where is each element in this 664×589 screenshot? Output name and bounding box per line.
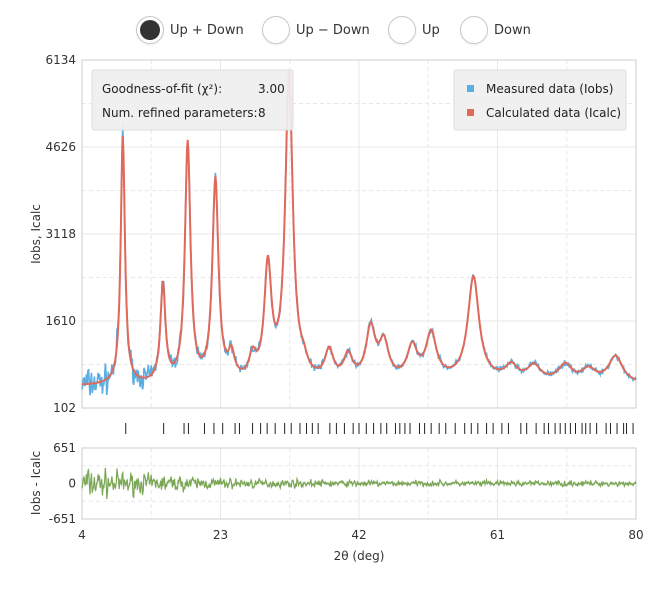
y-tick-label: 6134 — [45, 53, 76, 67]
legend-swatch-calculated — [467, 109, 474, 116]
difference-line — [81, 468, 637, 499]
difference-plot-series — [81, 465, 637, 502]
main-y-axis-title: Iobs, Icalc — [29, 204, 43, 264]
legend: Measured data (Iobs) Calculated data (Ic… — [453, 69, 627, 131]
stats-box-background — [91, 69, 294, 131]
mode-up-plus-down-radio[interactable]: Up + Down — [136, 14, 244, 46]
x-axis-title: 2θ (deg) — [334, 549, 385, 563]
x-tick-label: 42 — [351, 528, 366, 542]
gof-label: Goodness-of-fit (χ²): — [102, 82, 222, 96]
mode-label: Down — [494, 22, 531, 38]
params-label: Num. refined parameters: — [102, 106, 258, 120]
x-tick-label: 4 — [78, 528, 86, 542]
legend-background — [453, 69, 627, 131]
radio-dot-icon — [460, 16, 488, 44]
y-tick-label: 0 — [68, 477, 76, 491]
mode-label: Up — [422, 22, 440, 38]
x-tick-labels: 4 23 42 61 80 — [78, 528, 643, 542]
mode-down-radio[interactable]: Down — [460, 14, 531, 46]
radio-dot-icon — [136, 16, 164, 44]
x-tick-label: 23 — [213, 528, 228, 542]
mode-label: Up + Down — [170, 22, 244, 38]
reflection-tick-marks — [125, 423, 634, 434]
legend-entry-measured: Measured data (Iobs) — [486, 82, 613, 96]
y-tick-label: 1610 — [45, 314, 76, 328]
y-tick-label: 651 — [53, 441, 76, 455]
main-y-tick-labels: 102 1610 3118 4626 6134 — [45, 53, 76, 415]
y-tick-label: 102 — [53, 401, 76, 415]
radio-dot-icon — [388, 16, 416, 44]
gof-value: 3.00 — [258, 82, 285, 96]
main-plot-series — [81, 71, 637, 396]
mode-label: Up − Down — [296, 22, 370, 38]
display-mode-selector: Up + Down Up − Down Up Down — [0, 14, 664, 50]
x-tick-label: 61 — [490, 528, 505, 542]
mode-up-minus-down-radio[interactable]: Up − Down — [262, 14, 370, 46]
radio-dot-icon — [262, 16, 290, 44]
x-tick-label: 80 — [628, 528, 643, 542]
calculated-data-line — [81, 71, 637, 386]
y-tick-label: 3118 — [45, 227, 76, 241]
legend-entry-calculated: Calculated data (Icalc) — [486, 106, 621, 120]
difference-y-tick-labels: -651 0 651 — [49, 441, 76, 526]
difference-y-axis-title: Iobs - Icalc — [29, 451, 43, 515]
main-plot-frame — [81, 59, 637, 409]
legend-swatch-measured — [467, 85, 474, 92]
fit-statistics-box: Goodness-of-fit (χ²): 3.00 Num. refined … — [91, 69, 294, 131]
y-tick-label: -651 — [49, 512, 76, 526]
params-value: 8 — [258, 106, 266, 120]
mode-up-radio[interactable]: Up — [388, 14, 440, 46]
y-tick-label: 4626 — [45, 140, 76, 154]
